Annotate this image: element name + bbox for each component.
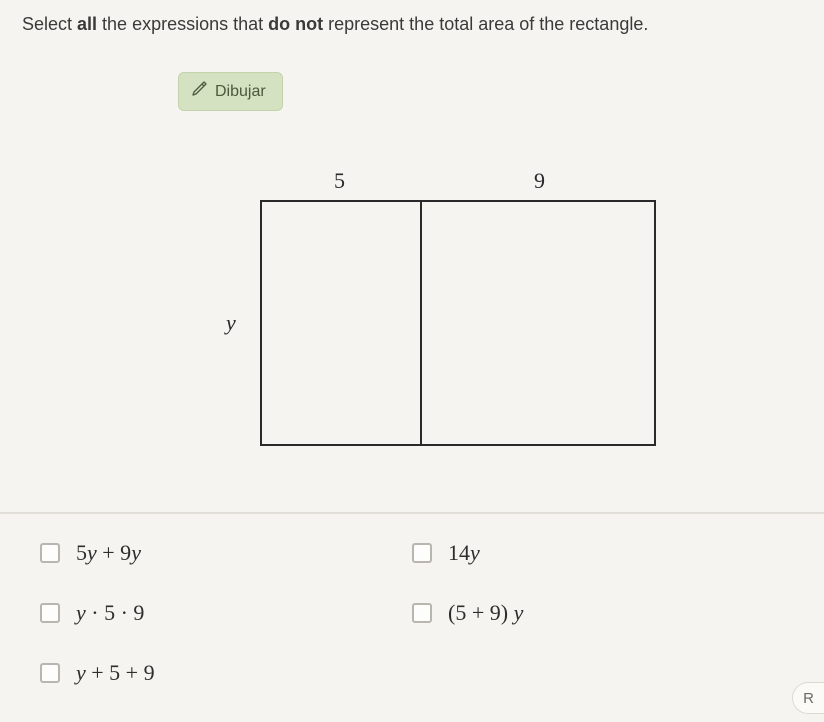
option-4[interactable]: 14y	[412, 540, 784, 566]
prompt-post: represent the total area of the rectangl…	[323, 14, 648, 34]
pencil-icon	[191, 81, 207, 102]
checkbox-icon[interactable]	[40, 603, 60, 623]
corner-badge-label: R	[803, 690, 814, 707]
prompt-bold-all: all	[77, 14, 97, 34]
option-1[interactable]: 5y + 9y	[40, 540, 412, 566]
corner-badge[interactable]: R	[792, 682, 824, 714]
checkbox-icon[interactable]	[412, 603, 432, 623]
option-2[interactable]: y · 5 · 9	[40, 600, 412, 626]
checkbox-icon[interactable]	[40, 543, 60, 563]
draw-button[interactable]: Dibujar	[178, 72, 283, 111]
option-expression: 5y + 9y	[76, 540, 141, 566]
diagram-label-5: 5	[334, 168, 345, 194]
section-divider	[0, 512, 824, 514]
answer-options: 5y + 9y 14y y · 5 · 9 (5 + 9) y y + 5 + …	[40, 540, 784, 720]
prompt-bold-donot: do not	[268, 14, 323, 34]
prompt-pre: Select	[22, 14, 77, 34]
diagram-label-y: y	[226, 310, 236, 336]
checkbox-icon[interactable]	[412, 543, 432, 563]
rectangle-diagram	[260, 200, 656, 446]
checkbox-icon[interactable]	[40, 663, 60, 683]
option-5[interactable]: (5 + 9) y	[412, 600, 784, 626]
partition-line	[420, 202, 422, 444]
prompt-mid: the expressions that	[97, 14, 268, 34]
question-prompt: Select all the expressions that do not r…	[0, 0, 824, 53]
option-expression: 14y	[448, 540, 480, 566]
diagram-label-9: 9	[534, 168, 545, 194]
option-3[interactable]: y + 5 + 9	[40, 660, 440, 686]
option-expression: y + 5 + 9	[76, 660, 155, 686]
draw-button-label: Dibujar	[215, 83, 266, 101]
option-expression: y · 5 · 9	[76, 600, 144, 626]
option-expression: (5 + 9) y	[448, 600, 523, 626]
